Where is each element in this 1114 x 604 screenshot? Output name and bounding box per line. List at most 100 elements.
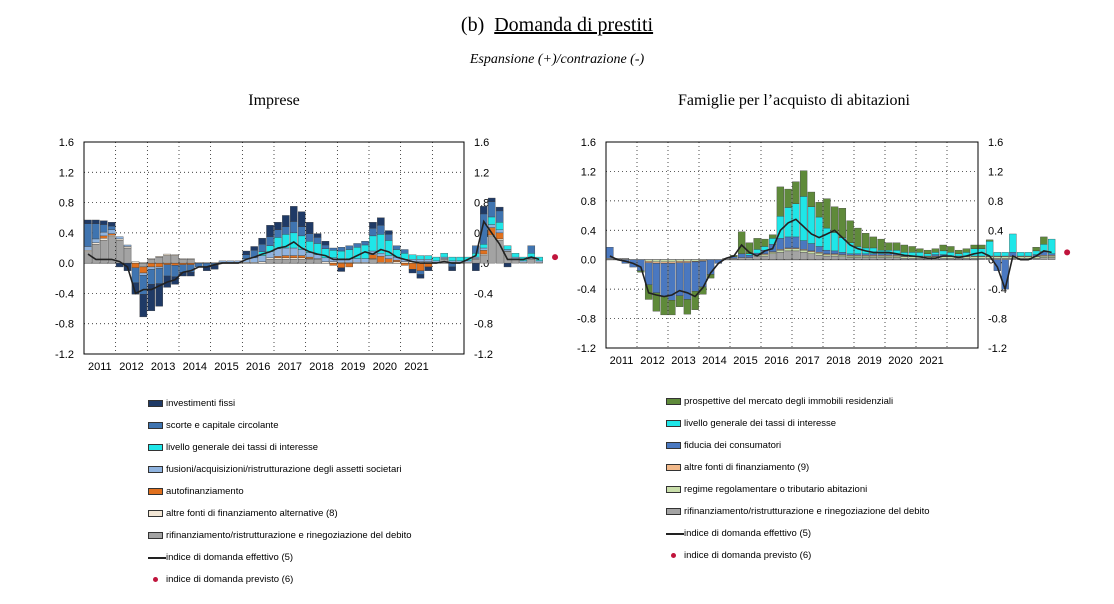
legend-swatch [148,444,163,451]
bar-rifinanziamento [123,247,132,264]
bar-fiducia [784,236,792,249]
bar-scorte [487,201,496,218]
bar-tassi [511,253,520,258]
bar-prospettive [691,291,699,310]
bar-regime [993,256,1002,259]
bar-autofinanziamento [290,255,298,259]
bar-altre-fonti-alt [297,257,306,260]
bar-regime [885,255,893,258]
bar-scorte [353,243,361,248]
bar-rifinanziamento [1040,257,1048,260]
bar-fusioni [147,266,156,270]
bar-regime [978,256,986,259]
bar-fiducia [869,253,878,256]
bar-fiducia [776,238,785,250]
bar-autofinanziamento [171,262,179,266]
bar-investimenti-fissi [274,222,282,231]
bar-regime [1001,256,1009,259]
bar-fiducia [644,262,653,285]
subtitle: Espansione (+)/contrazione (-) [469,52,645,67]
y-tick-right: 1.6 [988,137,1003,149]
bar-tassi [329,250,338,259]
bar-tassi [480,244,488,249]
bar-altre-fonti-alt [282,257,290,260]
x-tick-label: 2011 [88,361,112,373]
bar-scorte [400,249,409,254]
y-tick-right: -0.8 [988,314,1007,326]
legend-swatch [666,442,681,449]
bar-scorte [337,247,346,252]
bar-prospettive [900,244,909,253]
title-prefix: (b) [460,14,485,36]
bar-fusioni [321,257,330,262]
y-tick-left: -0.8 [55,319,74,331]
legend-swatch [148,532,163,539]
bar-altre-fonti-alt [107,234,116,237]
bar-fusioni [107,229,116,234]
bar-prospettive [807,191,816,207]
bar-fusioni [495,229,504,234]
legend-swatch [148,510,163,517]
bar-regime [644,259,653,262]
bar-scorte [274,229,282,238]
bar-rifinanziamento [776,252,785,260]
bar-regime [815,252,823,256]
legend-swatch [148,466,163,473]
bar-scorte [495,210,504,223]
bar-fusioni [440,256,448,259]
bar-prospettive [931,248,940,253]
bar-autofinanziamento [187,262,195,265]
bar-scorte [345,245,353,250]
legend-swatch [666,398,681,405]
bar-rifinanziamento [313,259,322,264]
bar-fusioni [226,260,235,263]
bar-scorte [416,270,425,275]
bar-tassi [1001,252,1009,257]
bar-fiducia [1001,259,1009,290]
legend-label: fusioni/acquisizioni/ristrutturazione de… [166,464,402,475]
bar-fusioni [503,249,512,252]
bar-rifinanziamento [155,256,163,264]
bar-prospettive [846,220,854,243]
bar-rifinanziamento [970,258,978,260]
bar-tassi [1009,233,1017,253]
bar-rifinanziamento [908,258,916,260]
y-tick-right: 0.4 [988,225,1003,237]
legend-swatch [666,508,681,515]
legend-label: altre fonti di finanziamento (9) [684,462,810,473]
legend-label: livello generale dei tassi di interesse [684,418,837,429]
bar-rifinanziamento [978,258,986,260]
legend-line-icon [148,557,166,559]
bar-prospettive [962,248,971,253]
bar-rifinanziamento [297,259,306,264]
y-tick-left: 0.8 [59,198,74,210]
bar-tassi [337,250,346,259]
bar-tassi [1024,252,1033,257]
bar-prospettive [683,299,692,315]
bar-fiducia [745,255,754,258]
bar-altre-fonti-alt [290,257,298,260]
legend-imprese: investimenti fissi scorte e capitale circ… [148,398,448,588]
bar-rifinanziamento [885,257,893,260]
bar-altre-fonti-alt [266,257,274,260]
x-tick-label: 2013 [671,355,695,367]
bar-tassi [456,256,464,262]
bar-altre-fonti-alt [171,254,179,256]
bar-prospettive [753,238,761,250]
bar-fusioni [416,259,425,262]
bar-prospettive [815,202,823,218]
bar-investimenti-fissi [337,267,346,272]
bar-investimenti-fissi [408,269,417,274]
x-tick-label: 2017 [278,361,302,373]
bar-regime [768,252,777,255]
legend-label: indice di domanda previsto (6) [684,550,812,561]
bar-rifinanziamento [1032,258,1040,260]
bar-prospettive [737,231,746,255]
bar-prospettive [1032,247,1040,252]
bar-fusioni [511,256,520,259]
bar-altre-fonti-alt [131,261,140,264]
bar-autofinanziamento [107,233,116,236]
bar-regime [807,251,816,255]
bar-prospettive [761,238,769,247]
legend-label: indice di domanda effettivo (5) [166,552,294,563]
